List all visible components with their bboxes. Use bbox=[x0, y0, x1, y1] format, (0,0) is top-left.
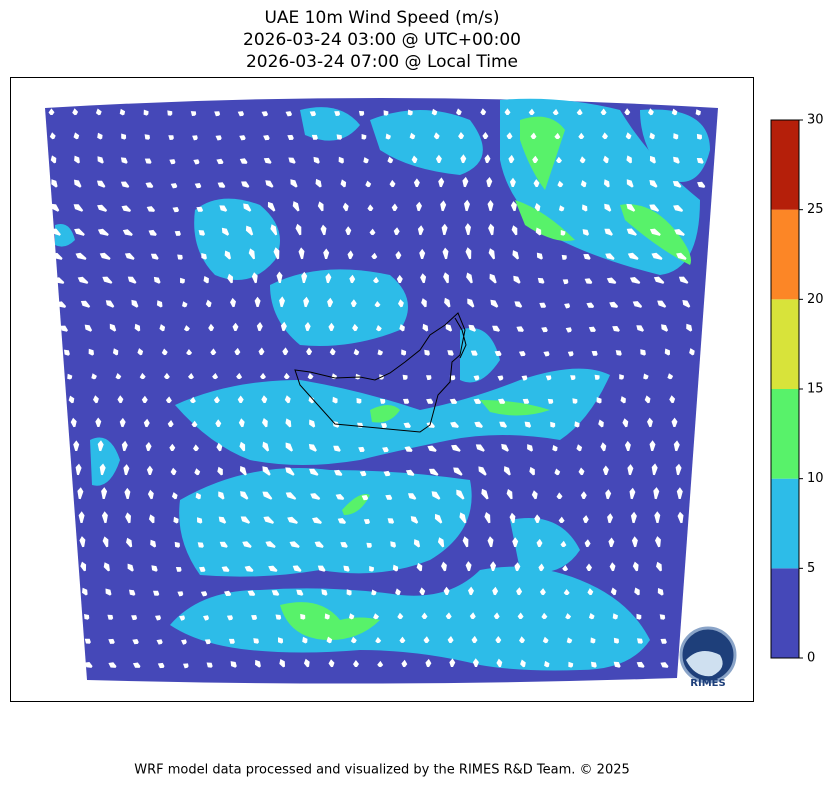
map: RIMES bbox=[45, 98, 737, 689]
colorbar-segment bbox=[771, 568, 799, 658]
colorbar-tick-label: 0 bbox=[807, 651, 815, 666]
colorbar-segment bbox=[771, 120, 799, 210]
colorbar-segment bbox=[771, 209, 799, 300]
title: UAE 10m Wind Speed (m/s) bbox=[264, 8, 499, 28]
map-frame bbox=[10, 77, 754, 702]
uae-boundary bbox=[294, 312, 467, 433]
subtitle: 2026-03-24 07:00 @ Local Time bbox=[246, 52, 518, 72]
colorbar-tick-label: 25 bbox=[807, 202, 824, 217]
colorbar-tick-label: 20 bbox=[807, 292, 824, 307]
subtitle: 2026-03-24 03:00 @ UTC+00:00 bbox=[243, 30, 521, 50]
colorbar-tick-label: 15 bbox=[807, 382, 824, 397]
colorbar-segment bbox=[771, 299, 799, 389]
footer: WRF model data processed and visualized … bbox=[134, 763, 630, 778]
colorbar-tick-label: 5 bbox=[807, 561, 815, 576]
logo-text: RIMES bbox=[690, 678, 725, 689]
colorbar-tick-label: 10 bbox=[807, 471, 824, 486]
colorbar-segment bbox=[771, 389, 799, 479]
logo: RIMES bbox=[679, 626, 737, 689]
colorbar: 0 5 10 15 20 25 30 bbox=[770, 113, 824, 666]
colorbar-tick-label: 30 bbox=[807, 113, 824, 128]
colorbar-segment bbox=[771, 478, 799, 569]
